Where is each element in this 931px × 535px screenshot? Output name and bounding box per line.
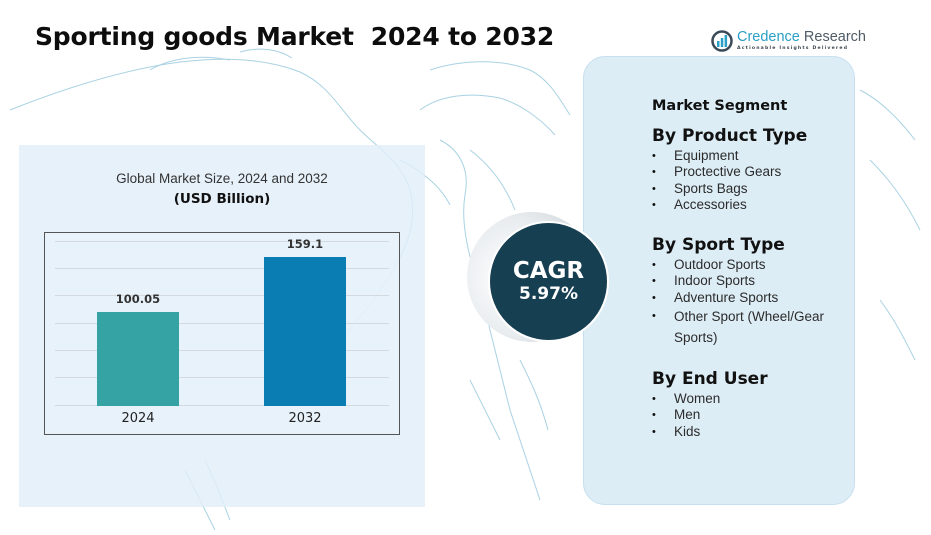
list-item: • Men xyxy=(652,407,854,424)
list-item-text: Other Sport (Wheel/Gear Sports) xyxy=(674,309,825,346)
page-title: Sporting goods Market 2024 to 2032 xyxy=(35,22,555,51)
cagr-badge: CAGR 5.97% xyxy=(488,221,609,342)
bar-value-label-2032: 159.1 xyxy=(286,237,324,251)
bullet: • xyxy=(652,275,656,288)
x-axis-label-2024: 2024 xyxy=(121,411,155,426)
list-item-text: Equipment xyxy=(674,147,739,163)
gridline xyxy=(55,350,389,351)
list-item: • Proctective Gears xyxy=(652,164,854,181)
bar-2024 xyxy=(97,312,179,406)
bullet: • xyxy=(652,392,656,405)
bar-chart-logo-icon xyxy=(711,30,733,52)
bullet: • xyxy=(652,149,656,162)
market-segment-heading: Market Segment xyxy=(652,98,788,114)
list-item: • Outdoor Sports xyxy=(652,257,854,274)
chart-title: Global Market Size, 2024 and 2032 xyxy=(116,171,328,186)
credence-research-logo: Credence Research Actionable Insights De… xyxy=(711,30,866,52)
bullet: • xyxy=(652,258,656,271)
bullet: • xyxy=(652,409,656,422)
list-item-text: Adventure Sports xyxy=(674,289,779,305)
market-size-chart-panel: Global Market Size, 2024 and 2032 (USD B… xyxy=(19,145,425,507)
chart-unit: (USD Billion) xyxy=(173,191,271,207)
gridline xyxy=(55,405,389,406)
list-item: • Other Sport (Wheel/Gear Sports) xyxy=(652,306,854,348)
bullet: • xyxy=(652,425,656,438)
bullet: • xyxy=(652,182,656,195)
segment-group-title: By End User xyxy=(652,369,768,389)
market-segment-panel: Market Segment By Product Type • Equipmen… xyxy=(583,56,855,505)
bullet: • xyxy=(652,166,656,179)
list-item: • Kids xyxy=(652,424,854,441)
bar-2032 xyxy=(264,257,346,406)
list-item: • Sports Bags xyxy=(652,181,854,198)
list-item-text: Accessories xyxy=(674,197,747,213)
logo-tagline: Actionable Insights Delivered xyxy=(737,45,849,51)
gridline xyxy=(55,323,389,324)
list-item: • Women xyxy=(652,391,854,408)
segment-group-sport-type: By Sport Type • Outdoor Sports • Indoor Sp… xyxy=(652,235,854,348)
list-item-text: Indoor Sports xyxy=(674,273,756,289)
cagr-value: 5.97% xyxy=(519,283,578,304)
list-item-text: Men xyxy=(674,407,701,423)
list-item: • Accessories xyxy=(652,197,854,214)
bar-value-label-2024: 100.05 xyxy=(115,292,161,306)
list-item-text: Outdoor Sports xyxy=(674,256,766,272)
segment-group-title: By Product Type xyxy=(652,126,808,146)
bullet: • xyxy=(652,291,656,304)
list-item-text: Women xyxy=(674,390,721,406)
cagr-label: CAGR xyxy=(512,257,585,284)
logo-name-part2: Research xyxy=(799,29,866,46)
bullet: • xyxy=(652,310,656,323)
segment-group-end-user: By End User • Women • Men • Kids xyxy=(652,369,854,441)
segment-group-product-type: By Product Type • Equipment • Proctective … xyxy=(652,126,854,214)
gridline xyxy=(55,268,389,269)
list-item-text: Kids xyxy=(674,423,701,439)
logo-name: Credence Research xyxy=(737,30,866,45)
gridline xyxy=(55,377,389,378)
list-item: • Equipment xyxy=(652,148,854,165)
list-item-text: Proctective Gears xyxy=(674,164,782,180)
list-item-text: Sports Bags xyxy=(674,180,748,196)
list-item: • Adventure Sports xyxy=(652,290,854,307)
list-item: • Indoor Sports xyxy=(652,273,854,290)
segment-group-title: By Sport Type xyxy=(652,235,785,255)
logo-name-part1: Credence xyxy=(737,29,800,46)
x-axis-label-2032: 2032 xyxy=(288,411,322,426)
bullet: • xyxy=(652,199,656,212)
gridline xyxy=(55,295,389,296)
gridline xyxy=(55,241,389,242)
bar-chart: 100.05 2024 159.1 2032 xyxy=(44,232,400,435)
